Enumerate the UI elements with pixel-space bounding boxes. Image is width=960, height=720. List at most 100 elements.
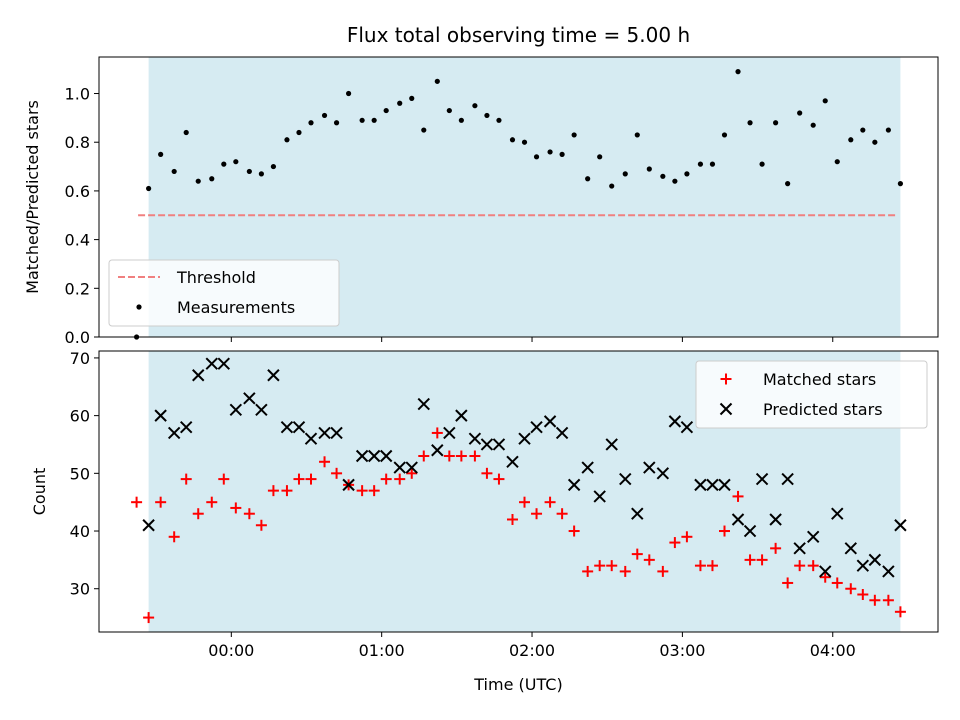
matched-star-point <box>694 560 706 572</box>
top-y-tick-label: 0.0 <box>65 328 90 347</box>
predicted-star-point <box>831 507 844 520</box>
legend-cross-marker <box>719 402 733 416</box>
top-y-tick-label: 0.6 <box>65 182 90 201</box>
predicted-star-point <box>379 449 393 463</box>
predicted-star-point <box>706 478 719 492</box>
measurement-point <box>848 137 854 143</box>
matched-star-point <box>481 467 493 479</box>
matched-star-point <box>882 594 894 606</box>
bottom-y-ticks: 30 40 50 60 70 <box>70 349 99 599</box>
predicted-star-points <box>142 357 907 578</box>
top-y-ticks: 0.0 0.2 0.4 0.6 0.8 1.0 <box>65 85 99 347</box>
matched-star-point <box>368 485 380 497</box>
predicted-star-point <box>769 513 782 526</box>
bottom-y-axis-label: Count <box>30 468 49 516</box>
predicted-star-point <box>393 461 406 474</box>
top-y-tick-label: 1.0 <box>65 85 90 104</box>
legend-measurements-swatch <box>136 304 142 310</box>
predicted-star-point <box>154 409 167 422</box>
measurement-point <box>270 163 277 170</box>
predicted-star-point <box>180 420 193 434</box>
measurement-point <box>559 151 565 157</box>
predicted-star-point <box>882 565 895 578</box>
x-tick-label: 03:00 <box>659 641 705 660</box>
matched-star-point <box>394 473 406 485</box>
measurement-point <box>333 120 340 126</box>
measurement-point <box>672 178 678 184</box>
bottom-axes-frame <box>98 350 939 633</box>
predicted-star-point <box>518 432 531 445</box>
matched-star-point <box>770 542 782 554</box>
matched-star-point <box>192 508 204 520</box>
predicted-star-point <box>680 420 694 434</box>
matched-star-point <box>706 560 718 572</box>
measurement-point <box>646 166 652 172</box>
measurement-point <box>146 185 152 192</box>
top-x-ticks <box>230 337 834 342</box>
matched-star-point <box>168 531 180 543</box>
measurement-point <box>421 127 427 133</box>
predicted-star-point <box>755 472 769 486</box>
measurement-point <box>684 171 690 177</box>
predicted-star-point <box>593 490 606 503</box>
measurement-point <box>371 117 377 123</box>
matched-star-point <box>506 513 518 525</box>
bottom-legend: Matched stars Predicted stars <box>695 360 928 429</box>
matched-star-point <box>469 450 481 462</box>
matched-star-point <box>493 473 505 485</box>
predicted-star-point <box>167 426 181 440</box>
matched-star-point <box>143 612 155 624</box>
matched-star-point <box>831 577 843 589</box>
matched-star-point <box>131 496 143 508</box>
matched-star-point <box>293 473 305 485</box>
star-count-panel: 30 40 50 60 70 00:00 01:00 02:00 03:00 04:00 Tim… <box>30 349 939 694</box>
measurement-point <box>533 154 540 160</box>
bottom-y-tick-label: 70 <box>70 349 90 368</box>
measurement-point <box>822 98 828 104</box>
matched-star-point <box>243 508 255 520</box>
measurement-point <box>246 168 252 175</box>
matched-star-point <box>206 496 218 508</box>
measurement-point <box>697 161 704 167</box>
predicted-star-point <box>304 432 318 445</box>
measurement-point <box>872 139 878 145</box>
matched-star-point <box>180 473 192 485</box>
matched-star-point <box>356 485 368 497</box>
matched-star-point <box>857 588 869 600</box>
matched-star-point <box>556 508 568 520</box>
measurement-point <box>484 112 490 119</box>
x-tick-label: 02:00 <box>509 641 555 660</box>
matched-star-point <box>531 508 543 520</box>
x-tick-label: 00:00 <box>208 641 254 660</box>
predicted-star-point <box>142 519 155 532</box>
matched-star-point <box>845 583 857 595</box>
predicted-star-point <box>806 530 820 544</box>
matched-star-point <box>544 496 556 508</box>
measurement-point <box>785 181 791 187</box>
bottom-y-tick-label: 30 <box>70 580 90 599</box>
measurement-point <box>209 176 215 182</box>
bottom-y-tick-label: 60 <box>70 407 90 426</box>
predicted-star-point <box>367 449 381 463</box>
measurement-point <box>158 151 164 157</box>
measurement-point <box>721 132 728 138</box>
matched-star-point <box>643 554 655 566</box>
top-y-tick-label: 0.8 <box>65 133 90 152</box>
measurement-point <box>233 159 239 165</box>
matched-star-point <box>782 577 794 589</box>
predicted-star-point <box>844 542 857 555</box>
measurement-point <box>834 159 840 165</box>
predicted-star-point <box>342 478 355 492</box>
matched-star-point <box>418 450 430 462</box>
measurement-point <box>759 161 765 167</box>
predicted-star-point <box>668 415 682 428</box>
matched-star-point <box>894 606 906 618</box>
predicted-star-point <box>718 478 731 492</box>
matched-star-point <box>455 450 467 462</box>
predicted-star-point <box>330 426 343 440</box>
flux-ratio-panel: 0.0 0.2 0.4 0.6 0.8 1.0 Flux total observing … <box>23 23 939 347</box>
predicted-star-point <box>205 357 218 370</box>
predicted-star-point <box>480 438 494 451</box>
measurement-point <box>397 100 403 106</box>
predicted-star-point <box>217 357 231 370</box>
